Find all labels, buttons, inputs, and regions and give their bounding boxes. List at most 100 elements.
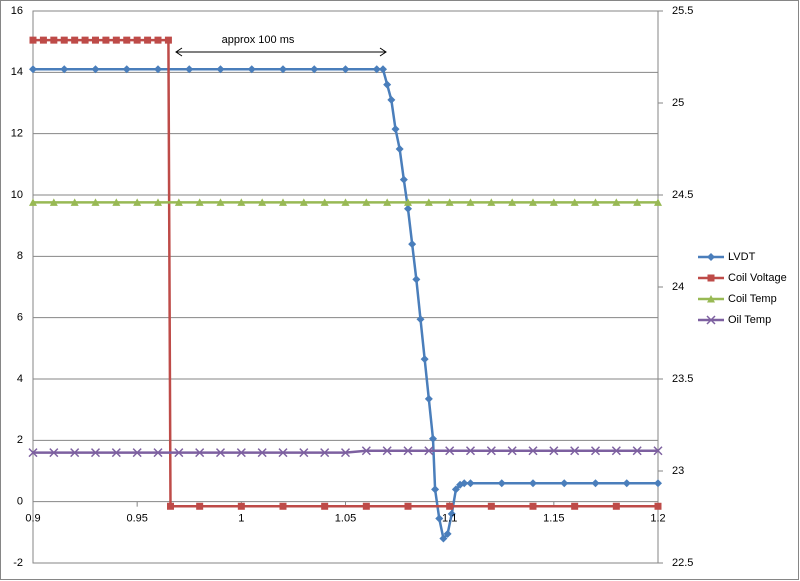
marker <box>320 198 329 206</box>
marker <box>164 36 172 44</box>
marker <box>507 446 517 456</box>
marker <box>466 198 475 206</box>
marker <box>195 198 204 206</box>
legend-marker <box>707 253 715 261</box>
marker <box>362 198 371 206</box>
marker <box>247 65 256 74</box>
x-tick-label: 1.05 <box>335 513 356 525</box>
marker <box>49 448 59 458</box>
legend-marker <box>707 295 715 303</box>
marker <box>102 36 110 44</box>
marker <box>387 95 396 104</box>
marker <box>611 446 621 456</box>
marker <box>92 36 99 44</box>
marker <box>185 65 194 74</box>
marker <box>167 502 174 510</box>
y-tick-label: 4 <box>17 373 23 385</box>
marker <box>122 65 131 74</box>
marker <box>133 36 141 44</box>
marker <box>29 36 37 44</box>
y2-tick-label: 23 <box>672 465 684 477</box>
marker <box>278 448 288 458</box>
marker <box>439 534 448 543</box>
marker <box>403 446 413 456</box>
marker <box>466 479 475 488</box>
marker <box>279 502 287 510</box>
marker <box>321 502 329 510</box>
marker <box>447 509 456 518</box>
y-tick-label: 16 <box>11 5 23 17</box>
marker <box>299 448 309 458</box>
legend-label: Coil Temp <box>728 293 777 305</box>
marker <box>91 198 100 206</box>
legend-label: LVDT <box>728 251 756 263</box>
marker <box>28 448 38 458</box>
marker <box>570 198 579 206</box>
marker <box>612 198 621 206</box>
marker <box>29 198 37 206</box>
marker <box>154 198 162 206</box>
marker <box>361 446 371 456</box>
marker <box>236 448 246 458</box>
marker <box>486 446 496 456</box>
marker <box>257 448 267 458</box>
marker <box>50 36 58 44</box>
marker <box>341 198 350 206</box>
marker <box>154 65 162 74</box>
marker <box>549 198 558 206</box>
marker <box>416 315 425 324</box>
marker <box>174 198 183 206</box>
marker <box>399 175 408 184</box>
marker <box>487 502 495 510</box>
y-tick-label: 10 <box>11 189 23 201</box>
x-tick-label: 1 <box>238 513 244 525</box>
plot <box>28 10 663 564</box>
y-tick-label: 12 <box>11 128 23 140</box>
marker <box>144 36 152 44</box>
marker <box>111 448 121 458</box>
marker <box>654 198 662 206</box>
marker <box>435 514 444 523</box>
marker <box>70 198 79 206</box>
marker <box>60 65 69 74</box>
marker <box>216 65 225 74</box>
legend-label: Coil Voltage <box>728 272 787 284</box>
marker <box>383 80 392 89</box>
marker <box>153 448 163 458</box>
marker <box>216 198 225 206</box>
marker <box>320 448 330 458</box>
y2-tick-label: 22.5 <box>672 557 693 569</box>
marker <box>196 502 204 510</box>
y2-tick-label: 24 <box>672 281 684 293</box>
y-tick-label: -2 <box>13 557 23 569</box>
y-tick-label: 8 <box>17 250 23 262</box>
marker <box>529 479 537 488</box>
marker <box>404 198 412 206</box>
x-tick-label: 1.1 <box>442 513 457 525</box>
marker <box>429 434 437 443</box>
marker <box>571 502 579 510</box>
marker <box>299 198 308 206</box>
marker <box>279 65 287 74</box>
marker <box>310 65 319 74</box>
marker <box>382 446 392 456</box>
y2-tick-label: 23.5 <box>672 373 693 385</box>
marker <box>508 198 517 206</box>
marker <box>174 448 184 458</box>
marker <box>237 198 246 206</box>
marker <box>632 446 642 456</box>
marker <box>487 198 496 206</box>
marker <box>379 65 387 74</box>
marker <box>654 502 662 510</box>
y-tick-label: 2 <box>17 434 23 446</box>
marker <box>424 394 433 403</box>
marker <box>420 355 429 364</box>
marker <box>391 125 400 134</box>
marker <box>591 198 600 206</box>
marker <box>633 198 642 206</box>
marker <box>60 36 68 44</box>
marker <box>653 446 663 456</box>
marker <box>424 446 434 456</box>
